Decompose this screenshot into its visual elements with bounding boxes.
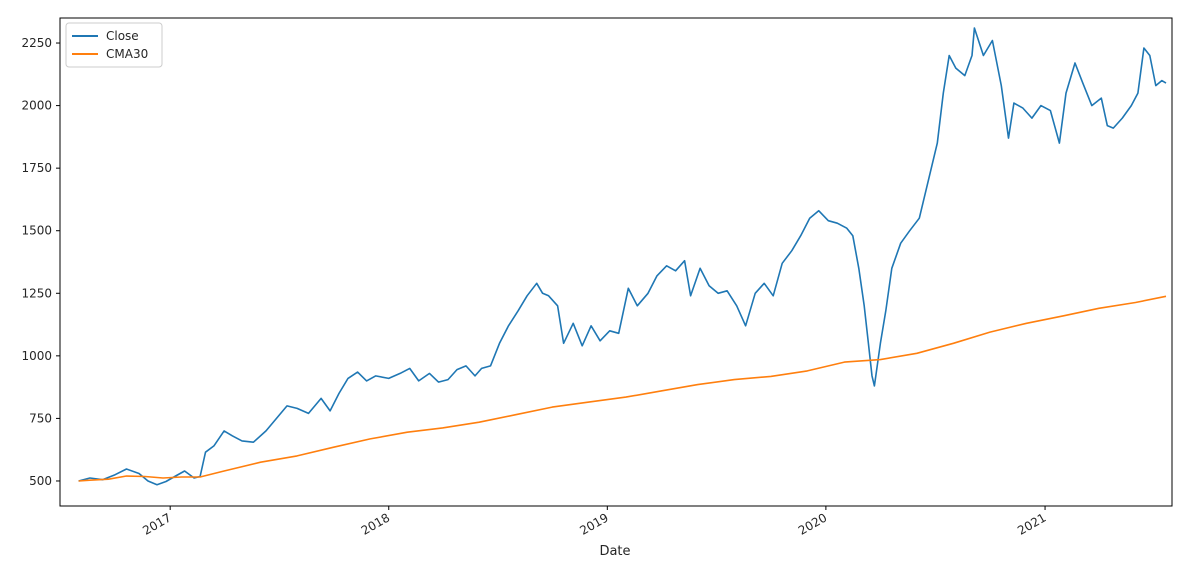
y-tick-label: 2250 bbox=[21, 36, 52, 50]
y-tick-label: 1750 bbox=[21, 161, 52, 175]
series-line-close bbox=[78, 27, 1167, 486]
legend-box bbox=[65, 22, 163, 68]
y-tick-label: 2000 bbox=[21, 99, 52, 113]
y-tick-label: 750 bbox=[29, 411, 52, 425]
x-tick-label: 2018 bbox=[359, 510, 392, 537]
legend: Close CMA30 bbox=[65, 22, 163, 68]
x-tick-label: 2021 bbox=[1015, 510, 1048, 537]
series-line-cma30 bbox=[78, 295, 1167, 482]
y-tick-label: 500 bbox=[29, 474, 52, 488]
x-axis-label: Date bbox=[599, 544, 630, 559]
x-tick-label: 2019 bbox=[577, 510, 610, 537]
plot-area bbox=[59, 17, 1173, 507]
plot-background bbox=[60, 18, 1172, 506]
y-axis: 500 750 1000 1250 1500 1750 2000 2250 bbox=[21, 36, 60, 488]
x-tick-label: 2017 bbox=[140, 510, 173, 537]
x-tick-label: 2020 bbox=[796, 510, 829, 537]
legend-entry-cma30: CMA30 bbox=[106, 47, 148, 61]
y-tick-label: 1250 bbox=[21, 286, 52, 300]
y-tick-label: 1000 bbox=[21, 349, 52, 363]
x-axis: 2017 2018 2019 2020 2021 bbox=[140, 506, 1049, 538]
plot-frame bbox=[59, 17, 1173, 507]
legend-entry-close: Close bbox=[106, 29, 139, 43]
y-tick-label: 1500 bbox=[21, 224, 52, 238]
